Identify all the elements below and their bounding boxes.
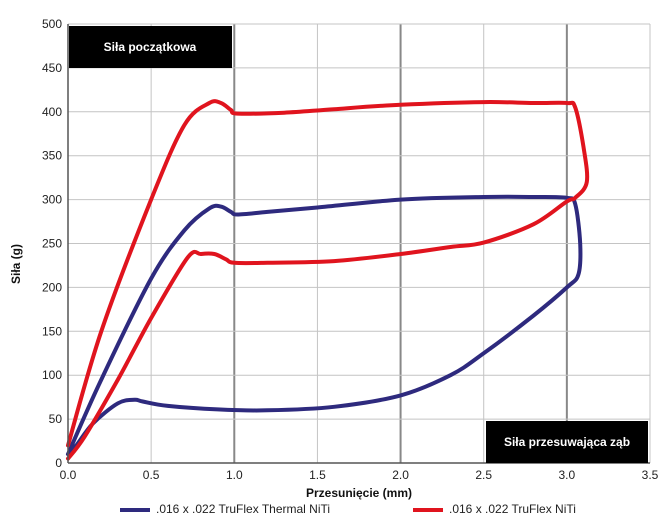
y-axis-title: Siła (g) — [9, 244, 23, 284]
annotation-initial-force-text: Siła początkowa — [104, 40, 197, 54]
x-tick-label: 1.5 — [309, 468, 326, 482]
y-tick-label: 450 — [42, 61, 62, 75]
y-tick-label: 0 — [55, 456, 62, 470]
annotation-initial-force: Siła początkowa — [69, 26, 232, 68]
series-niti-line — [66, 99, 590, 461]
y-tick-label: 500 — [42, 17, 62, 31]
ticks: 0.0 0.5 1.0 1.5 2.0 2.5 3.0 3.5 0 50 100 150 200 250 3… — [42, 17, 659, 482]
annotation-initial-force-box — [69, 26, 232, 68]
x-tick-label: 3.5 — [642, 468, 659, 482]
y-tick-label: 400 — [42, 105, 62, 119]
x-axis-title: Przesunięcie (mm) — [306, 486, 412, 500]
x-tick-label: 1.0 — [226, 468, 243, 482]
series-layer — [66, 99, 590, 461]
x-tick-label: 2.5 — [475, 468, 492, 482]
annotation-tooth-moving-force-box — [486, 421, 648, 463]
x-tick-label: 0.0 — [60, 468, 77, 482]
x-tick-label: 2.0 — [392, 468, 409, 482]
legend: .016 x .022 TruFlex Thermal NiTi .016 x … — [120, 502, 576, 515]
y-tick-label: 350 — [42, 149, 62, 163]
annotation-tooth-moving-force: Siła przesuwająca ząb — [486, 421, 648, 463]
x-tick-label: 3.0 — [559, 468, 576, 482]
legend-label-niti: .016 x .022 TruFlex NiTi — [449, 502, 576, 515]
x-tick-label: 0.5 — [143, 468, 160, 482]
y-tick-label: 300 — [42, 193, 62, 207]
y-tick-label: 50 — [49, 412, 63, 426]
y-tick-label: 250 — [42, 237, 62, 251]
series-thermal-niti-line — [66, 194, 583, 457]
y-tick-label: 200 — [42, 280, 62, 294]
y-tick-label: 100 — [42, 368, 62, 382]
y-tick-label: 150 — [42, 324, 62, 338]
grid — [68, 23, 651, 463]
annotation-tooth-moving-force-text: Siła przesuwająca ząb — [504, 435, 630, 449]
legend-label-thermal-niti: .016 x .022 TruFlex Thermal NiTi — [156, 502, 330, 515]
